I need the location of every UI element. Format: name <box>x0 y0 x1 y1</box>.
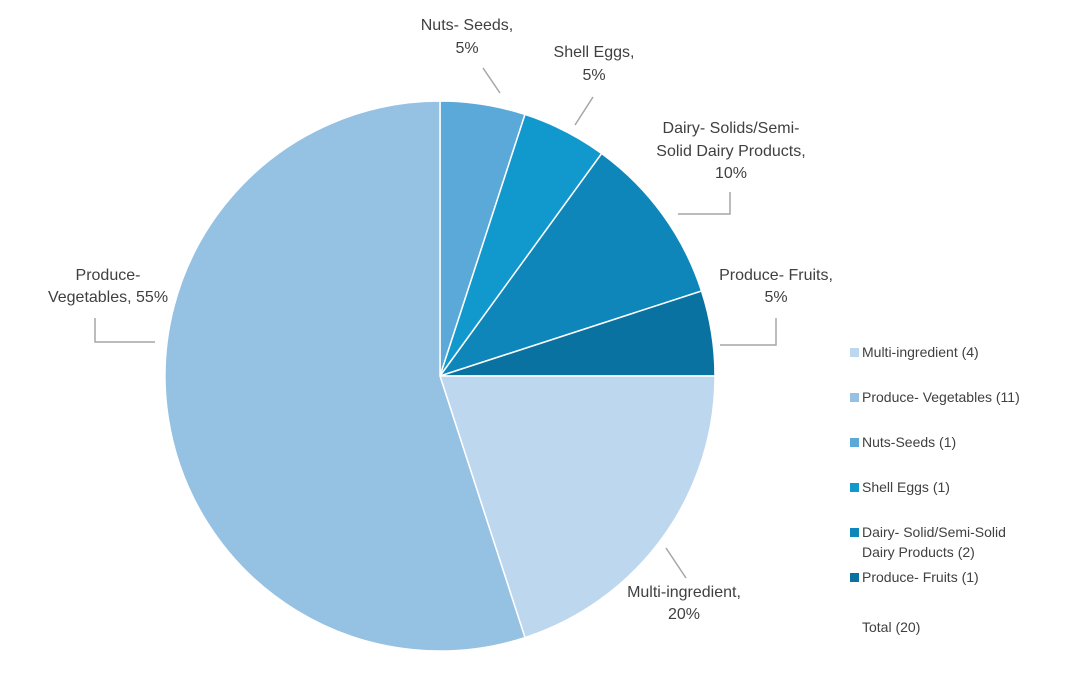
leader-line <box>720 318 777 346</box>
legend-swatch <box>850 348 859 357</box>
leader-line <box>482 67 501 94</box>
slice-dairy-solid-semi-solid-dairy-products <box>438 152 703 378</box>
legend-item-dairy-solid-semi-solid-dairy-products: Dairy- Solid/Semi-Solid Dairy Products (2… <box>850 524 1006 560</box>
legend-label: Nuts-Seeds (1) <box>862 434 956 450</box>
data-label-nuts-seeds: Nuts- Seeds, <box>421 17 513 34</box>
legend-label: Dairy- Solid/Semi-Solid <box>862 524 1006 540</box>
legend-item-shell-eggs: Shell Eggs (1) <box>850 479 950 495</box>
data-label-produce-fruits: 5% <box>764 289 787 306</box>
leader-line <box>94 318 155 343</box>
slice-multi-ingredient <box>438 375 716 639</box>
leader-line <box>678 192 731 215</box>
legend-swatch <box>850 438 859 447</box>
slice-produce-vegetables <box>164 100 526 652</box>
data-label-produce-vegetables: Vegetables, 55% <box>48 289 168 306</box>
legend-swatch <box>850 393 859 402</box>
legend-label: Dairy Products (2) <box>862 544 975 560</box>
data-label-shell-eggs: Shell Eggs, <box>554 44 635 61</box>
legend-label: Produce- Fruits (1) <box>862 569 979 585</box>
data-label-nuts-seeds: 5% <box>455 40 478 57</box>
legend-item-produce-fruits: Produce- Fruits (1) <box>850 569 979 585</box>
data-label-produce-fruits: Produce- Fruits, <box>719 267 833 284</box>
data-label-dairy-solid-semi-solid-dairy-products: Dairy- Solids/Semi- <box>663 120 800 137</box>
data-label-dairy-solid-semi-solid-dairy-products: Solid Dairy Products, <box>656 143 805 160</box>
legend-total: Total (20) <box>862 619 920 635</box>
leader-line <box>574 96 594 126</box>
data-label-dairy-solid-semi-solid-dairy-products: 10% <box>715 165 747 182</box>
data-label-multi-ingredient: 20% <box>668 606 700 623</box>
leader-line <box>665 547 687 579</box>
legend-swatch <box>850 528 859 537</box>
legend-label: Produce- Vegetables (11) <box>862 389 1020 405</box>
legend-item-multi-ingredient: Multi-ingredient (4) <box>850 344 979 360</box>
data-label-produce-vegetables: Produce- <box>76 267 141 284</box>
data-label-multi-ingredient: Multi-ingredient, <box>627 584 741 601</box>
legend-swatch <box>850 573 859 582</box>
legend-label: Multi-ingredient (4) <box>862 344 979 360</box>
legend-item-produce-vegetables: Produce- Vegetables (11) <box>850 389 1020 405</box>
legend-item-nuts-seeds: Nuts-Seeds (1) <box>850 434 956 450</box>
legend-label: Shell Eggs (1) <box>862 479 950 495</box>
legend-swatch <box>850 483 859 492</box>
data-label-shell-eggs: 5% <box>582 67 605 84</box>
